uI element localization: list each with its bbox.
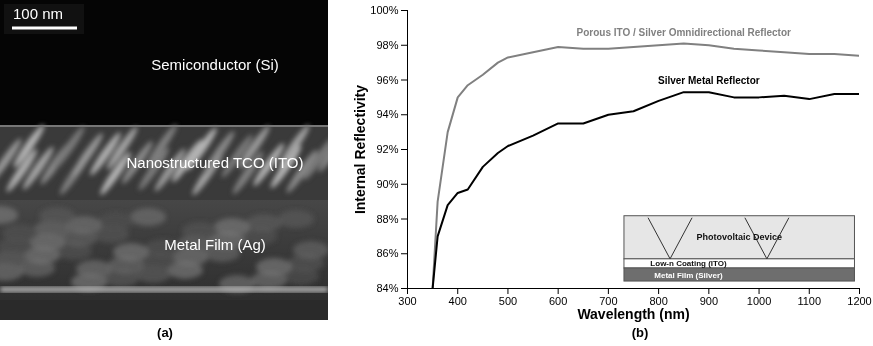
svg-text:86%: 86% [376, 247, 398, 259]
svg-text:Internal Reflectivity: Internal Reflectivity [352, 85, 368, 214]
svg-text:1200: 1200 [847, 295, 871, 307]
svg-text:Wavelength (nm): Wavelength (nm) [577, 306, 689, 322]
svg-text:90%: 90% [376, 178, 398, 190]
svg-text:Low-n Coating (ITO): Low-n Coating (ITO) [650, 259, 727, 268]
svg-text:88%: 88% [376, 213, 398, 225]
svg-text:100%: 100% [370, 4, 398, 16]
svg-text:Nanostructured TCO (ITO): Nanostructured TCO (ITO) [127, 154, 304, 171]
svg-text:500: 500 [499, 295, 517, 307]
svg-text:800: 800 [649, 295, 668, 308]
svg-text:98%: 98% [376, 39, 398, 51]
svg-text:Porous ITO / Silver Omnidirect: Porous ITO / Silver Omnidirectional Refl… [577, 27, 791, 38]
html-text:(b): (b) [631, 325, 649, 340]
svg-text:Photovoltaic Device: Photovoltaic Device [696, 232, 782, 242]
svg-text:94%: 94% [376, 108, 398, 120]
svg-text:600: 600 [549, 295, 567, 307]
svg-text:92%: 92% [376, 143, 398, 155]
svg-text:96%: 96% [376, 74, 398, 86]
svg-text:84%: 84% [376, 282, 398, 294]
svg-text:700: 700 [599, 295, 618, 308]
svg-text:1100: 1100 [797, 295, 821, 307]
svg-text:Metal Film (Silver): Metal Film (Silver) [654, 271, 723, 280]
svg-text:400: 400 [449, 295, 467, 307]
svg-text:300: 300 [398, 295, 416, 307]
svg-text:Metal Film (Ag): Metal Film (Ag) [164, 236, 266, 253]
html-text:(a): (a) [157, 325, 173, 340]
svg-text:100 nm: 100 nm [13, 5, 63, 22]
svg-text:900: 900 [700, 295, 718, 307]
svg-text:Silver Metal Reflector: Silver Metal Reflector [658, 75, 760, 86]
svg-text:Semiconductor (Si): Semiconductor (Si) [151, 56, 279, 73]
svg-text:1000: 1000 [747, 295, 771, 307]
